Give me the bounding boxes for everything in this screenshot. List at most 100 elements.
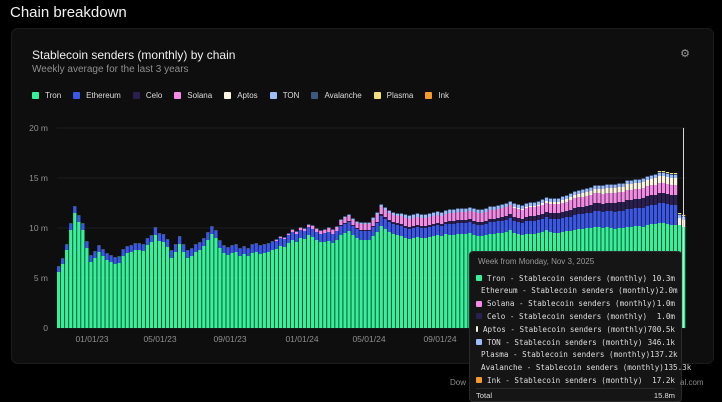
- bar-segment-ton: [436, 212, 440, 215]
- bar-segment-avalanche: [500, 204, 504, 205]
- bar-segment-avalanche: [190, 248, 194, 249]
- bar-segment-plasma: [661, 171, 666, 172]
- bar-segment-celo: [468, 219, 472, 222]
- bar-segment-avalanche: [431, 212, 436, 213]
- bar-segment-avalanche: [480, 209, 484, 210]
- bar-segment-avalanche: [238, 248, 242, 249]
- bar-segment-avalanche: [569, 193, 573, 194]
- x-tick-label: 09/01/23: [213, 334, 246, 344]
- legend-item-ethereum[interactable]: Ethereum: [73, 91, 121, 100]
- bar-segment-tron: [278, 246, 283, 328]
- bar-segment-ton: [677, 215, 682, 218]
- bar-segment-ethereum: [165, 240, 170, 247]
- bar-segment-solana: [617, 192, 621, 202]
- bar-segment-ethereum: [512, 221, 516, 233]
- bar-segment-avalanche: [633, 179, 637, 180]
- bar-segment-ethereum: [85, 242, 89, 248]
- bar-segment-ethereum: [359, 231, 363, 240]
- bar-segment-ton: [351, 219, 355, 220]
- legend-item-ton[interactable]: TON: [269, 91, 299, 100]
- bar-segment-solana: [298, 228, 303, 230]
- bar-segment-avalanche: [464, 208, 468, 209]
- bar-segment-solana: [508, 205, 512, 214]
- bar-segment-celo: [645, 196, 649, 206]
- bar-segment-ethereum: [141, 245, 145, 251]
- bar-segment-celo: [617, 202, 621, 211]
- bar-segment-tron: [294, 242, 299, 328]
- bar-segment-solana: [306, 225, 311, 227]
- bar-segment-avalanche: [242, 246, 246, 247]
- bar-segment-celo: [504, 216, 508, 220]
- bar-segment-solana: [565, 202, 569, 211]
- bar-segment-tron: [109, 262, 113, 328]
- bar-segment-ton: [371, 218, 375, 220]
- bar-segment-ethereum: [347, 222, 351, 231]
- bar-segment-ethereum: [315, 232, 319, 240]
- bar-segment-celo: [577, 207, 581, 214]
- bar-segment-avalanche: [649, 175, 654, 176]
- bar-segment-celo: [548, 213, 553, 219]
- bar-segment-solana: [601, 194, 605, 204]
- bar-segment-tron: [113, 264, 117, 328]
- bar-segment-aptos: [637, 183, 641, 189]
- legend-item-avalanche[interactable]: Avalanche: [311, 91, 362, 100]
- tooltip-swatch: [476, 275, 482, 281]
- x-tick-label: 09/01/24: [423, 334, 456, 344]
- bar-segment-avalanche: [181, 244, 186, 245]
- bar-segment-solana: [569, 200, 573, 210]
- bar-segment-ethereum: [540, 219, 545, 232]
- bar-segment-ethereum: [331, 234, 335, 243]
- bar-segment-ton: [532, 203, 537, 206]
- bar-segment-solana: [363, 224, 367, 230]
- bar-segment-solana: [661, 183, 666, 193]
- tooltip-row-ton: TON - Stablecoin senders (monthly) 346.1k: [476, 336, 675, 348]
- bar-segment-ethereum: [97, 246, 101, 252]
- bar-segment-avalanche: [85, 241, 89, 242]
- bar-segment-ton: [387, 211, 391, 213]
- bar-segment-ethereum: [242, 247, 246, 254]
- legend-item-celo[interactable]: Celo: [132, 91, 163, 100]
- bar-segment-tron: [161, 242, 166, 328]
- bar-segment-ethereum: [488, 222, 492, 234]
- legend-item-ink[interactable]: Ink: [425, 91, 449, 100]
- bar-segment-ethereum: [186, 251, 190, 258]
- bar-segment-avalanche: [585, 188, 589, 189]
- bar-segment-celo: [532, 216, 537, 221]
- bar-segment-avalanche: [363, 222, 367, 223]
- bar-segment-celo: [581, 207, 585, 214]
- bar-segment-ethereum: [226, 248, 230, 255]
- legend-item-tron[interactable]: Tron: [32, 91, 61, 100]
- bar-segment-tron: [202, 246, 206, 328]
- settings-icon[interactable]: ⚙: [680, 48, 690, 60]
- bar-segment-aptos: [625, 184, 629, 190]
- bar-segment-avalanche: [468, 207, 472, 208]
- legend-item-aptos[interactable]: Aptos: [224, 91, 258, 100]
- bar-segment-aptos: [520, 209, 524, 210]
- bar-segment-celo: [593, 203, 597, 211]
- bar-segment-aptos: [621, 187, 625, 192]
- bar-segment-ton: [419, 215, 424, 218]
- bar-segment-celo: [633, 199, 637, 208]
- legend-item-plasma[interactable]: Plasma: [373, 91, 413, 100]
- bar-segment-avalanche: [403, 214, 408, 215]
- bar-segment-avalanche: [65, 244, 69, 245]
- legend-item-solana[interactable]: Solana: [174, 91, 212, 100]
- bar-segment-solana: [532, 207, 537, 216]
- bar-segment-solana: [460, 212, 464, 220]
- bar-segment-celo: [484, 221, 488, 224]
- legend-label: Celo: [145, 91, 163, 100]
- bar-segment-solana: [484, 212, 488, 221]
- bar-segment-ethereum: [476, 225, 480, 236]
- footer-download-text: Dow: [450, 378, 467, 387]
- bar-segment-celo: [476, 222, 480, 225]
- bar-segment-plasma: [677, 213, 682, 214]
- bar-segment-aptos: [649, 179, 654, 185]
- bar-segment-celo: [597, 203, 601, 211]
- bar-segment-solana: [641, 188, 645, 198]
- bar-segment-avalanche: [282, 237, 287, 238]
- bar-segment-ethereum: [69, 224, 73, 230]
- tooltip-row-label: Avalanche - Stablecoin senders (monthly): [481, 363, 664, 373]
- bar-segment-tron: [448, 235, 452, 328]
- bar-segment-avalanche: [677, 214, 682, 215]
- bar-segment-ton: [561, 197, 565, 200]
